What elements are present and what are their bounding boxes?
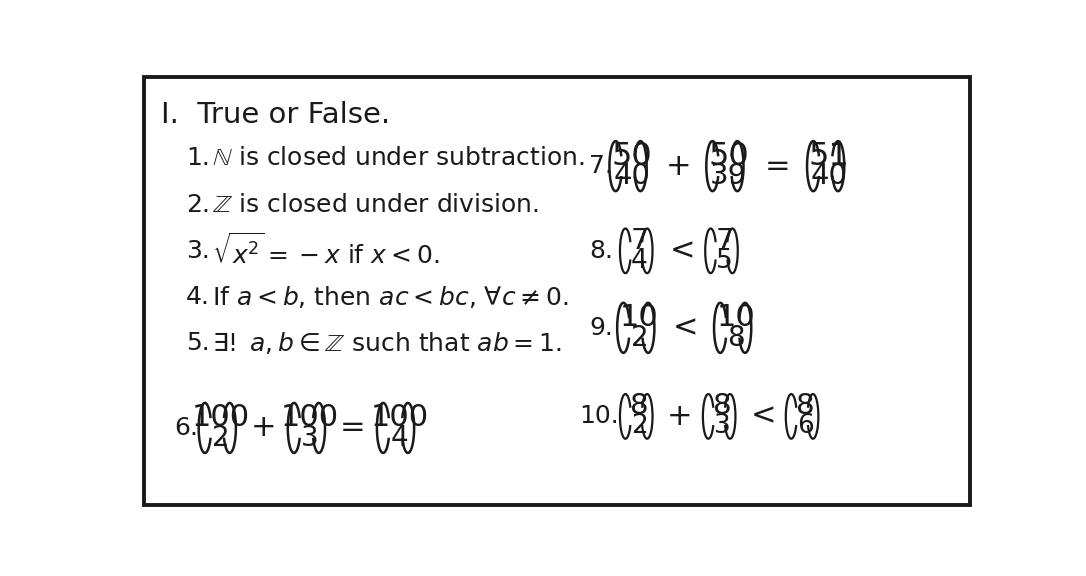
Text: $\mathbb{Z}$ is closed under division.: $\mathbb{Z}$ is closed under division. [212,192,539,217]
Text: 4: 4 [391,424,408,452]
Text: +: + [251,414,277,442]
Text: 100: 100 [281,403,339,433]
Text: 2: 2 [631,324,648,352]
Text: 2: 2 [631,414,648,439]
Text: 3.: 3. [186,239,210,263]
Text: If $a < b$, then $ac < bc$, $\forall c \neq 0$.: If $a < b$, then $ac < bc$, $\forall c \… [212,284,568,310]
Text: 51: 51 [809,141,850,172]
Text: 40: 40 [811,162,848,190]
Text: 5: 5 [717,248,733,274]
Text: 2: 2 [212,424,230,452]
Text: 3: 3 [715,414,731,439]
Text: 7: 7 [716,227,734,255]
FancyBboxPatch shape [143,77,970,505]
Text: $\exists!\; a, b \in \mathbb{Z}$ such that $ab = 1$.: $\exists!\; a, b \in \mathbb{Z}$ such th… [212,330,561,356]
Text: 50: 50 [708,141,749,172]
Text: <: < [673,313,698,342]
Text: <: < [669,236,695,266]
Text: 7: 7 [630,227,648,255]
Text: 3: 3 [301,424,319,452]
Text: +: + [667,402,693,431]
Text: 4: 4 [631,248,648,274]
Text: 6.: 6. [175,416,199,440]
Text: =: = [765,151,791,181]
Text: 1.: 1. [186,146,210,170]
Text: 39: 39 [710,162,747,190]
Text: 4.: 4. [186,285,210,309]
Text: 2.: 2. [186,192,210,217]
Text: 8: 8 [630,392,648,420]
Text: =: = [340,414,366,442]
Text: +: + [666,151,691,181]
Text: $\sqrt{x^2} = -x$ if $x < 0$.: $\sqrt{x^2} = -x$ if $x < 0$. [212,233,439,269]
Text: 7.: 7. [589,154,613,178]
Text: 100: 100 [192,403,250,433]
Text: 5.: 5. [186,331,210,355]
Text: 40: 40 [614,162,651,190]
Text: 8.: 8. [589,239,614,263]
Text: <: < [750,402,776,431]
Text: 10: 10 [717,304,756,332]
Text: 8: 8 [728,324,745,352]
Text: 8: 8 [714,392,732,420]
Text: 10: 10 [620,304,659,332]
Text: 100: 100 [370,403,428,433]
Text: 10.: 10. [579,404,619,429]
Text: 9.: 9. [589,316,613,340]
Text: 8: 8 [796,392,814,420]
Text: I.  True or False.: I. True or False. [161,101,390,128]
Text: 6: 6 [797,414,813,439]
Text: 50: 50 [611,141,652,172]
Text: $\mathbb{N}$ is closed under subtraction.: $\mathbb{N}$ is closed under subtraction… [212,146,584,170]
